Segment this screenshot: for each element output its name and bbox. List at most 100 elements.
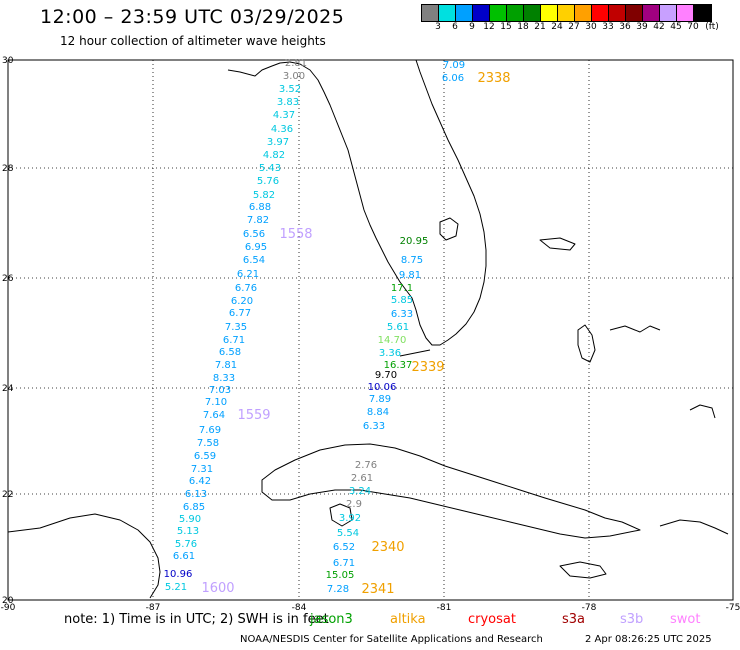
legend-swatch [507,5,524,21]
latitude-tick-label: 20 [2,596,14,606]
legend-swatch [541,5,558,21]
wave-height-value: 9.81 [399,270,421,281]
color-legend-bar [421,4,712,22]
wave-height-value: 6.52 [333,542,355,553]
legend-swatch [660,5,677,21]
wave-height-value: 9.70 [375,370,397,381]
coastline [7,59,729,599]
legend-label: (ft) [705,22,719,32]
pass-time-label: 1600 [201,581,234,596]
legend-swatch [456,5,473,21]
wave-height-value: 16.37 [384,360,413,371]
legend-swatch [473,5,490,21]
wave-height-value: 6.13 [185,489,207,500]
legend-label: 39 [636,22,648,32]
wave-height-value: 14.70 [378,335,407,346]
legend-swatch [524,5,541,21]
wave-height-value: 6.58 [219,347,241,358]
pass-time-label: 2340 [371,540,404,555]
legend-swatch [626,5,643,21]
wave-height-value: 5.76 [257,176,279,187]
wave-height-value: 5.43 [259,163,281,174]
lat-lon-grid [8,60,733,600]
longitude-tick-label: -78 [582,603,597,613]
legend-swatch [422,5,439,21]
satellite-legend-s3a: s3a [562,612,586,627]
legend-swatch [609,5,626,21]
wave-height-value: 6.85 [183,502,205,513]
wave-height-value: 2.76 [355,460,377,471]
wave-height-value: 7.03 [209,385,231,396]
wave-height-value: 7.64 [203,410,225,421]
wave-height-value: 4.36 [271,124,293,135]
wave-height-value: 7.35 [225,322,247,333]
legend-label: 70 [687,22,699,32]
wave-height-value: 6.77 [229,308,251,319]
legend-label: 33 [602,22,614,32]
legend-label: 18 [517,22,529,32]
wave-height-value: 6.42 [189,476,211,487]
latitude-tick-label: 26 [2,274,14,284]
wave-height-value: 6.71 [223,335,245,346]
wave-height-value: 2.9 [346,499,362,510]
wave-height-value: 15.05 [326,570,355,581]
wave-height-value: 5.21 [165,582,187,593]
wave-height-value: 7.81 [215,360,237,371]
wave-height-value: 5.54 [337,528,359,539]
florida-coastline [227,59,487,346]
legend-label: 12 [483,22,495,32]
longitude-tick-label: -87 [146,603,161,613]
wave-height-value: 6.95 [245,242,267,253]
wave-height-value: 8.33 [213,373,235,384]
legend-swatch [677,5,694,21]
wave-height-value: 6.76 [235,283,257,294]
yucatan-coastline [7,513,161,599]
legend-swatch [694,5,711,21]
wave-height-value: 3.24 [349,486,371,497]
wave-height-value: 3.97 [267,137,289,148]
bahamas-great-abaco [539,237,576,251]
wave-height-value: 5.61 [387,322,409,333]
wave-height-value: 5.90 [179,514,201,525]
pass-time-label: 1559 [237,408,270,423]
wave-height-value: 6.71 [333,558,355,569]
wave-height-value: 7.09 [443,60,465,71]
wave-height-value: 20.95 [400,236,429,247]
wave-height-value: 7.31 [191,464,213,475]
bahamas-inagua [689,404,716,419]
legend-swatch [592,5,609,21]
wave-height-value: 4.37 [273,110,295,121]
wave-height-value: 10.06 [368,382,397,393]
latitude-tick-label: 28 [2,164,14,174]
legend-label: 9 [469,22,475,32]
wave-height-value: 5.13 [177,526,199,537]
axis-tick-labels: -90 -87 -84 -81 -78 -75 30 28 26 24 22 20 [1,56,740,613]
generated-timestamp: 2 Apr 08:26:25 UTC 2025 [585,634,712,645]
longitude-tick-label: -81 [437,603,452,613]
longitude-tick-label: -90 [1,603,16,613]
wave-height-value: 17.1 [391,283,413,294]
longitude-tick-label: -75 [726,603,740,613]
satellite-legend-s3b: s3b [620,612,644,627]
wave-height-value: 4.82 [263,150,285,161]
legend-label: 36 [619,22,631,32]
legend-label: 21 [534,22,546,32]
map-frame [7,59,734,601]
wave-height-value: 6.06 [442,73,464,84]
legend-label: 6 [452,22,458,32]
wave-height-value: 7.28 [327,584,349,595]
wave-height-value: 7.82 [247,215,269,226]
lake-okeechobee [439,217,459,241]
wave-height-value: 6.61 [173,551,195,562]
legend-label: 15 [500,22,512,32]
pass-time-label: 2338 [477,71,510,86]
wave-height-value: 10.96 [164,569,193,580]
legend-label: 45 [670,22,682,32]
florida-keys [399,349,431,357]
pass-time-label: 1558 [279,227,312,242]
latitude-tick-label: 30 [2,56,14,66]
wave-height-value: 2.61 [351,473,373,484]
legend-label: 3 [435,22,441,32]
wave-height-value: 2.81 [285,58,307,69]
wave-height-value: 6.21 [237,269,259,280]
